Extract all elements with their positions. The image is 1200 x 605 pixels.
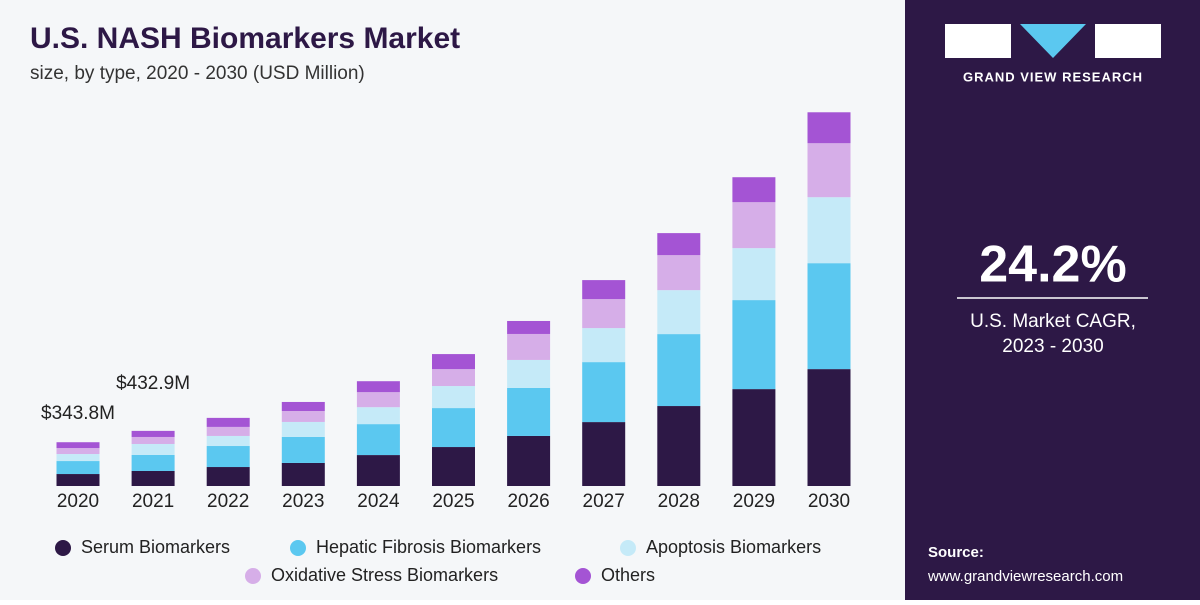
chart-subtitle: size, by type, 2020 - 2030 (USD Million) xyxy=(30,63,365,84)
bar-segment xyxy=(432,386,475,409)
legend-swatch xyxy=(245,568,261,584)
bar-segment xyxy=(507,320,551,334)
bar-segment xyxy=(582,328,626,363)
x-tick-label: 2024 xyxy=(357,491,400,512)
bar-segment xyxy=(356,381,400,393)
bar-segment xyxy=(657,334,701,407)
legend-label: Hepatic Fibrosis Biomarkers xyxy=(316,537,541,557)
bar-segment xyxy=(507,359,551,388)
legend-swatch xyxy=(55,540,71,556)
bar-segment xyxy=(732,248,776,301)
x-tick-label: 2030 xyxy=(808,491,850,512)
bar-segment xyxy=(131,430,175,437)
bar-segment xyxy=(732,202,776,249)
bar-segment xyxy=(206,446,250,468)
bar-segment xyxy=(206,417,250,427)
logo-block xyxy=(945,24,1011,58)
bar-segment xyxy=(356,455,400,486)
legend-label: Others xyxy=(601,565,655,585)
side-panel xyxy=(905,0,1200,600)
value-label: $343.8M xyxy=(41,403,115,424)
cagr-label: U.S. Market CAGR, xyxy=(970,311,1136,332)
bar-segment xyxy=(281,421,325,437)
bar-segment xyxy=(206,467,250,486)
bar-segment xyxy=(582,299,626,329)
bar-segment xyxy=(507,387,551,436)
bar-segment xyxy=(432,408,475,448)
bar-segment xyxy=(807,143,851,198)
logo: GRAND VIEW RESEARCH xyxy=(945,24,1161,84)
bar-segment xyxy=(131,470,175,486)
bar-segment xyxy=(131,454,175,471)
x-tick-label: 2027 xyxy=(583,491,625,512)
cagr-label: 2023 - 2030 xyxy=(1002,336,1103,357)
x-tick-label: 2022 xyxy=(207,491,249,512)
bar-segment xyxy=(657,406,701,486)
legend-swatch xyxy=(620,540,636,556)
bar-segment xyxy=(206,426,250,436)
bar-segment xyxy=(432,354,475,370)
bar-segment xyxy=(657,233,701,256)
bar-segment xyxy=(281,411,325,422)
bar-segment xyxy=(807,369,851,486)
bar-segment xyxy=(657,290,701,335)
bar-segment xyxy=(432,369,475,387)
bar-segment xyxy=(56,454,100,462)
bar-segment xyxy=(657,255,701,291)
bar-segment xyxy=(732,389,776,486)
bar-segment xyxy=(507,435,551,486)
bar-segment xyxy=(356,392,400,408)
legend-label: Serum Biomarkers xyxy=(81,537,230,557)
bar-segment xyxy=(807,112,851,144)
logo-block xyxy=(1095,24,1161,58)
bar-segment xyxy=(582,362,626,423)
chart-title: U.S. NASH Biomarkers Market xyxy=(30,22,460,55)
value-label: $432.9M xyxy=(116,373,190,394)
bar-segment xyxy=(56,474,100,486)
x-tick-label: 2020 xyxy=(57,491,99,512)
legend-label: Oxidative Stress Biomarkers xyxy=(271,565,498,585)
bar-segment xyxy=(807,197,851,264)
bar-segment xyxy=(582,280,626,300)
bar-segment xyxy=(356,424,400,456)
bar-segment xyxy=(432,447,475,486)
bar-segment xyxy=(507,333,551,360)
x-tick-label: 2029 xyxy=(733,491,775,512)
source-title: Source: xyxy=(928,544,984,561)
legend-label: Apoptosis Biomarkers xyxy=(646,537,821,557)
bar-segment xyxy=(582,422,626,486)
x-tick-label: 2028 xyxy=(658,491,700,512)
bar-segment xyxy=(206,435,250,447)
bar-segment xyxy=(56,461,100,475)
bar-segment xyxy=(281,436,325,463)
bar-segment xyxy=(356,407,400,425)
bar-segment xyxy=(281,462,325,486)
bar-segment xyxy=(131,436,175,444)
x-tick-label: 2023 xyxy=(282,491,324,512)
x-tick-label: 2021 xyxy=(132,491,174,512)
bar-segment xyxy=(732,177,776,203)
legend-swatch xyxy=(290,540,306,556)
x-tick-label: 2025 xyxy=(432,491,474,512)
bar-segment xyxy=(732,300,776,390)
bar-segment xyxy=(56,442,100,449)
logo-triangle xyxy=(1020,24,1086,58)
brand-name: GRAND VIEW RESEARCH xyxy=(963,69,1143,84)
bar-segment xyxy=(807,263,851,370)
source-url: www.grandviewresearch.com xyxy=(927,568,1123,585)
bar-segment xyxy=(56,448,100,455)
x-tick-label: 2026 xyxy=(507,491,549,512)
bar-segment xyxy=(131,443,175,455)
cagr-value: 24.2% xyxy=(979,236,1126,294)
bar-segment xyxy=(281,401,325,412)
legend-swatch xyxy=(575,568,591,584)
